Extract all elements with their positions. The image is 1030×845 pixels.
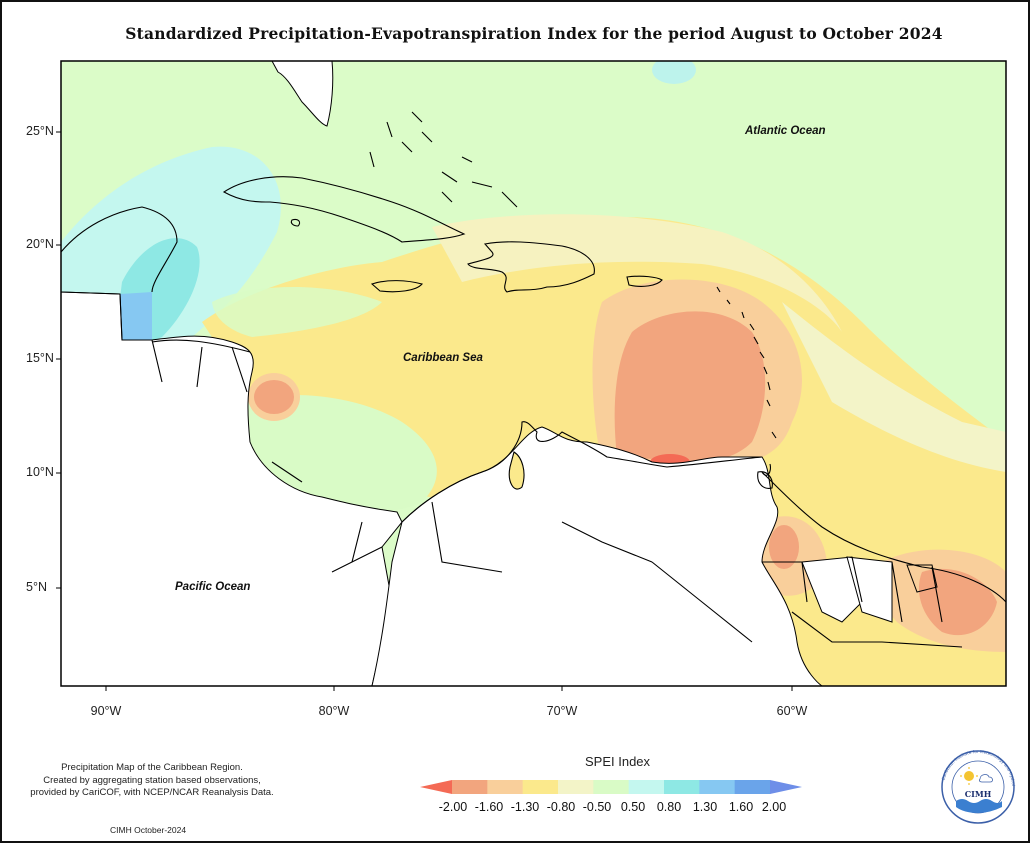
footnote-line: Precipitation Map of the Caribbean Regio…: [61, 762, 243, 773]
atlantic-ocean-label: Atlantic Ocean: [745, 125, 826, 137]
lon-label-90w: 90°W: [90, 704, 122, 718]
lat-label-15n: 15°N: [26, 351, 54, 365]
lat-label-5n: 5°N: [26, 580, 47, 594]
credit-text: CIMH October-2024: [110, 825, 187, 835]
legend-tick: -2.00: [438, 800, 468, 814]
logo-text: CIMH: [965, 789, 992, 799]
legend-title: SPEI Index: [585, 754, 651, 769]
legend-tick: 1.30: [692, 800, 718, 814]
legend-tick: -1.60: [474, 800, 504, 814]
axis-ticks: [56, 131, 793, 691]
legend-tick: -0.50: [582, 800, 612, 814]
footnote-line: Created by aggregating station based obs…: [43, 774, 261, 786]
legend-swatch: [628, 780, 665, 794]
legend-swatch: [734, 780, 771, 794]
legend-tick: 1.60: [728, 800, 754, 814]
caribbean-sea-label: Caribbean Sea: [403, 352, 483, 364]
legend-swatch: [487, 780, 524, 794]
legend-swatch: [522, 780, 559, 794]
lon-label-60w: 60°W: [776, 704, 808, 718]
land-masses: [61, 61, 938, 686]
lon-label-80w: 80°W: [318, 704, 350, 718]
pacific-ocean-label: Pacific Ocean: [175, 581, 251, 593]
legend-swatch: [593, 780, 630, 794]
legend-tick-labels: -2.00 -1.60 -1.30 -0.80 -0.50 0.50 0.80 …: [2, 800, 1030, 816]
legend-tick: 0.50: [620, 800, 646, 814]
cimh-logo: CIMH Caribbean Institute for Meteorology…: [940, 749, 1016, 824]
legend-tick: -0.80: [546, 800, 576, 814]
legend-swatch: [420, 780, 452, 794]
map-footnote: Precipitation Map of the Caribbean Regio…: [2, 762, 302, 800]
coastlines: [61, 111, 1006, 648]
legend-swatch: [664, 780, 700, 794]
legend-swatch: [558, 780, 594, 794]
map-title: Standardized Precipitation-Evapotranspir…: [125, 24, 943, 43]
lon-label-70w: 70°W: [546, 704, 578, 718]
legend-tick: 0.80: [656, 800, 682, 814]
lat-label-20n: 20°N: [26, 237, 54, 251]
legend-tick: -1.30: [510, 800, 540, 814]
footnote-line: provided by CariCOF, with NCEP/NCAR Rean…: [30, 787, 274, 798]
lat-label-10n: 10°N: [26, 465, 54, 479]
map-frame: [60, 60, 1007, 687]
legend-swatch: [452, 780, 488, 794]
legend-swatch: [699, 780, 736, 794]
lat-label-25n: 25°N: [26, 124, 54, 138]
legend-tick: 2.00: [761, 800, 787, 814]
legend-colorbar: [420, 780, 802, 794]
legend-swatch: [770, 780, 802, 794]
